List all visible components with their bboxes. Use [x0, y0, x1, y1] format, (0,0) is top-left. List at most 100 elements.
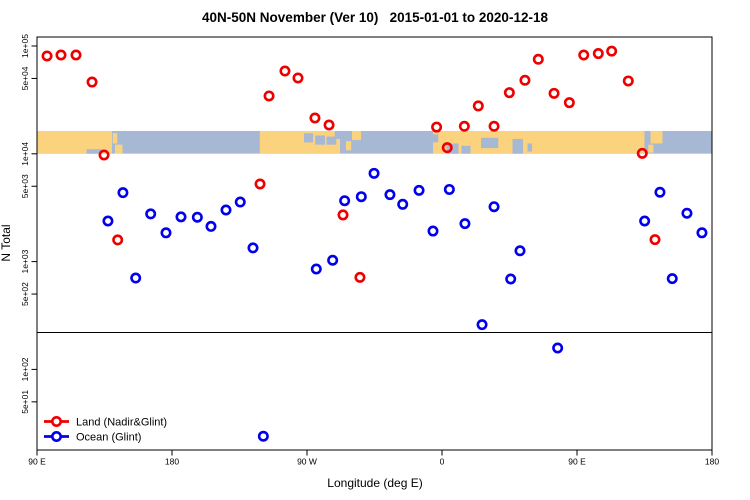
water-patch — [512, 138, 523, 154]
legend-label: Land (Nadir&Glint) — [76, 416, 167, 428]
water-patch — [315, 135, 325, 145]
x-tick-label: 90 E — [28, 457, 46, 467]
water-patch — [86, 149, 102, 154]
data-point-ocean — [384, 189, 396, 201]
data-point-ocean — [257, 430, 269, 442]
data-point-land — [488, 120, 500, 132]
legend: Land (Nadir&Glint) Ocean (Glint) — [44, 415, 167, 443]
data-point-land — [254, 178, 266, 190]
data-point-land — [323, 119, 335, 131]
y-tick-label: 5e+01 — [20, 390, 30, 414]
data-point-land — [606, 45, 618, 57]
water-patch — [433, 134, 439, 143]
land-segment — [650, 130, 663, 144]
data-point-ocean — [234, 196, 246, 208]
land-segment — [352, 130, 361, 141]
land-segment — [112, 133, 118, 144]
legend-marker — [50, 415, 62, 427]
data-point-land — [636, 147, 648, 159]
x-tick-label: 90 W — [297, 457, 317, 467]
data-point-land — [622, 75, 634, 87]
data-point-ocean — [117, 187, 129, 199]
data-point-ocean — [355, 191, 367, 203]
data-point-ocean — [397, 198, 409, 210]
y-tick-label: 1e+02 — [20, 357, 30, 381]
x-axis-label: Longitude (deg E) — [327, 476, 423, 490]
y-tick-label: 5e+02 — [20, 282, 30, 306]
data-point-land — [337, 209, 349, 221]
land-segment — [37, 130, 112, 154]
legend-label: Ocean (Glint) — [76, 431, 141, 443]
data-point-land — [563, 97, 575, 109]
series-ocean — [102, 167, 708, 442]
data-point-ocean — [696, 227, 708, 239]
data-point-land — [503, 87, 515, 99]
water-patch — [334, 130, 340, 139]
data-point-land — [41, 50, 53, 62]
data-point-ocean — [327, 254, 339, 266]
legend-item: Ocean (Glint) — [44, 430, 141, 443]
data-point-land — [279, 65, 291, 77]
data-point-land — [292, 72, 304, 84]
data-point-ocean — [505, 273, 517, 285]
water-patch — [304, 133, 313, 143]
x-tick-label: 180 — [705, 457, 719, 467]
data-point-ocean — [413, 184, 425, 196]
data-point-land — [70, 49, 82, 61]
legend-marker — [50, 430, 62, 442]
data-point-land — [98, 149, 110, 161]
data-point-land — [309, 112, 321, 124]
data-point-ocean — [639, 215, 651, 227]
data-point-ocean — [427, 225, 439, 237]
series-land — [41, 45, 661, 283]
data-point-ocean — [175, 211, 187, 223]
plot-border — [36, 36, 713, 451]
data-point-land — [472, 100, 484, 112]
data-point-ocean — [339, 195, 351, 207]
y-tick-label: 5e+04 — [20, 66, 30, 90]
data-point-ocean — [666, 273, 678, 285]
map-band — [37, 130, 712, 154]
data-point-ocean — [488, 201, 500, 213]
land-segment — [648, 144, 654, 153]
data-point-ocean — [160, 227, 172, 239]
data-point-ocean — [368, 167, 380, 179]
data-point-land — [649, 234, 661, 246]
data-point-land — [592, 48, 604, 60]
data-point-land — [354, 271, 366, 283]
data-point-ocean — [654, 186, 666, 198]
x-tick-label: 90 E — [568, 457, 586, 467]
data-point-land — [519, 74, 531, 86]
data-point-ocean — [130, 272, 142, 284]
data-point-land — [112, 234, 124, 246]
data-point-ocean — [191, 211, 203, 223]
data-point-ocean — [102, 215, 114, 227]
data-point-ocean — [476, 319, 488, 331]
data-point-ocean — [514, 245, 526, 257]
data-point-land — [532, 53, 544, 65]
data-point-ocean — [459, 218, 471, 230]
y-tick-label: 1e+05 — [20, 34, 30, 58]
axis-ticks: 90 E 180 90 W 0 90 E 180 1e+05 5e+04 1e+04 5e+03 1… — [20, 34, 719, 467]
water-patch — [461, 145, 471, 154]
water-patch — [326, 136, 337, 145]
x-tick-label: 0 — [440, 457, 445, 467]
water-patch — [527, 143, 532, 152]
data-point-ocean — [247, 242, 259, 254]
data-point-land — [431, 121, 443, 133]
data-point-ocean — [681, 207, 693, 219]
data-point-land — [86, 76, 98, 88]
data-point-ocean — [220, 204, 232, 216]
data-point-land — [548, 87, 560, 99]
data-point-land — [441, 142, 453, 154]
water-patch — [481, 137, 499, 149]
y-tick-label: 5e+03 — [20, 174, 30, 198]
data-point-ocean — [205, 220, 217, 232]
data-point-land — [458, 120, 470, 132]
land-segment — [115, 144, 123, 154]
data-point-ocean — [145, 208, 157, 220]
x-tick-label: 180 — [165, 457, 179, 467]
data-point-ocean — [552, 342, 564, 354]
